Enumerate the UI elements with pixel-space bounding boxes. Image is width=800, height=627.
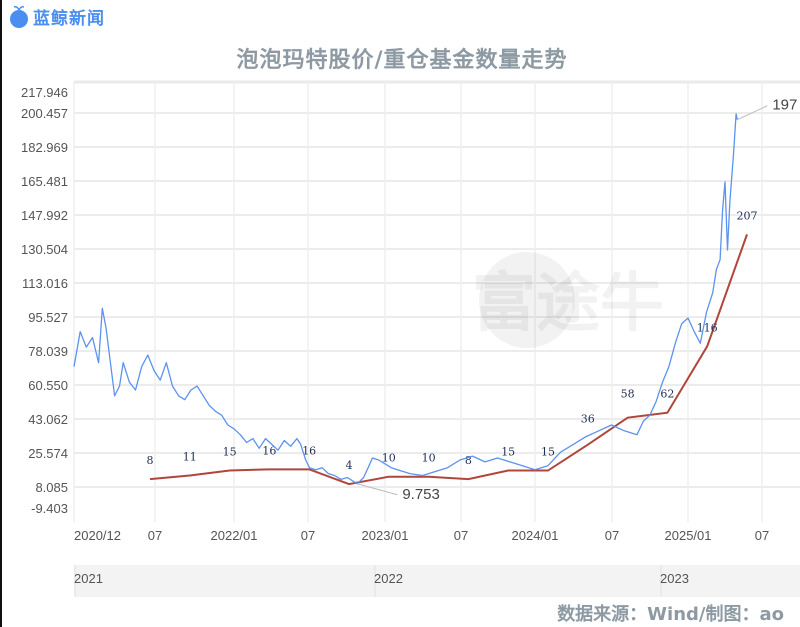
annotations: 9.753 197 xyxy=(357,97,797,503)
x-axis: 2020/12 07 2022/01 07 2023/01 07 2024/01 07 2025… xyxy=(74,528,769,543)
fund-count-label: 16 xyxy=(302,444,316,457)
fund-count-label: 62 xyxy=(660,388,674,401)
watermark: 富途牛 xyxy=(472,267,664,341)
fund-count-label: 10 xyxy=(382,452,396,465)
fund-count-label: 15 xyxy=(223,446,237,459)
x-tick-label: 07 xyxy=(755,528,769,543)
price-line xyxy=(73,113,738,485)
fund-count-label: 16 xyxy=(262,444,276,457)
price-annotation: 9.753 xyxy=(402,486,440,503)
x-tick-label: 2023/01 xyxy=(362,528,409,543)
y-tick-label: 113.016 xyxy=(22,276,68,291)
fund-count-label: 58 xyxy=(621,388,635,401)
fund-count-label: 207 xyxy=(737,209,758,222)
fund-count-label: 8 xyxy=(147,454,154,467)
fund-count-label: 36 xyxy=(581,413,595,426)
brand-logo: 蓝鲸新闻 xyxy=(8,4,105,29)
fund-count-label: 8 xyxy=(465,454,472,467)
brand-name: 蓝鲸新闻 xyxy=(33,9,105,29)
price-annotation: 197 xyxy=(772,97,797,114)
chart-title: 泡泡玛特股价/重仓基金数量走势 xyxy=(236,48,568,73)
x-tick-label: 07 xyxy=(454,528,468,543)
y-tick-label: -9.403 xyxy=(31,501,68,516)
x-tick-label: 2022/01 xyxy=(211,528,258,543)
x-tick-label: 2025/01 xyxy=(665,528,712,543)
y-tick-label: 78.039 xyxy=(28,344,68,359)
fund-count-label: 116 xyxy=(697,321,718,334)
fund-count-line xyxy=(149,234,748,486)
annotation-leader xyxy=(737,105,768,121)
y-tick-label: 25.574 xyxy=(28,446,68,461)
y-tick-label: 217.946 xyxy=(21,85,68,100)
x-tick-label: 07 xyxy=(301,528,315,543)
grid xyxy=(73,82,800,522)
y-tick-label: 95.527 xyxy=(28,310,68,325)
y-tick-label: 200.457 xyxy=(21,106,68,121)
fund-count-label: 15 xyxy=(501,446,515,459)
x-tick-label: 07 xyxy=(148,528,162,543)
annotation-leader xyxy=(357,483,398,496)
fund-count-label: 4 xyxy=(346,459,353,472)
y-tick-label: 147.992 xyxy=(21,208,68,223)
fund-count-label: 15 xyxy=(541,446,555,459)
y-tick-label: 8.085 xyxy=(35,480,68,495)
fund-count-label: 11 xyxy=(183,450,197,463)
range-navigator[interactable] xyxy=(74,565,800,597)
y-tick-label: 182.969 xyxy=(21,140,68,155)
fund-count-label: 10 xyxy=(422,452,436,465)
watermark-logo-icon xyxy=(479,252,575,348)
navigator-label: 2021 xyxy=(74,571,103,586)
x-tick-label: 2024/01 xyxy=(512,528,559,543)
x-tick-label: 2020/12 xyxy=(74,528,121,543)
y-tick-label: 43.062 xyxy=(28,412,68,427)
navigator-labels: 2021 2022 2023 xyxy=(74,565,689,597)
y-axis: 217.946 200.457 182.969 165.481 147.992 130.5… xyxy=(21,85,68,516)
source-footer: 数据来源：Wind/制图：ao xyxy=(557,604,784,625)
y-tick-label: 130.504 xyxy=(21,242,68,257)
y-tick-label: 165.481 xyxy=(21,174,68,189)
navigator-label: 2023 xyxy=(660,571,689,586)
x-tick-label: 07 xyxy=(605,528,619,543)
navigator-label: 2022 xyxy=(374,571,403,586)
series: 8 11 15 16 16 4 10 10 8 15 15 36 58 62 116 207 xyxy=(73,113,758,486)
y-tick-label: 60.550 xyxy=(28,378,68,393)
whale-icon xyxy=(10,5,28,28)
